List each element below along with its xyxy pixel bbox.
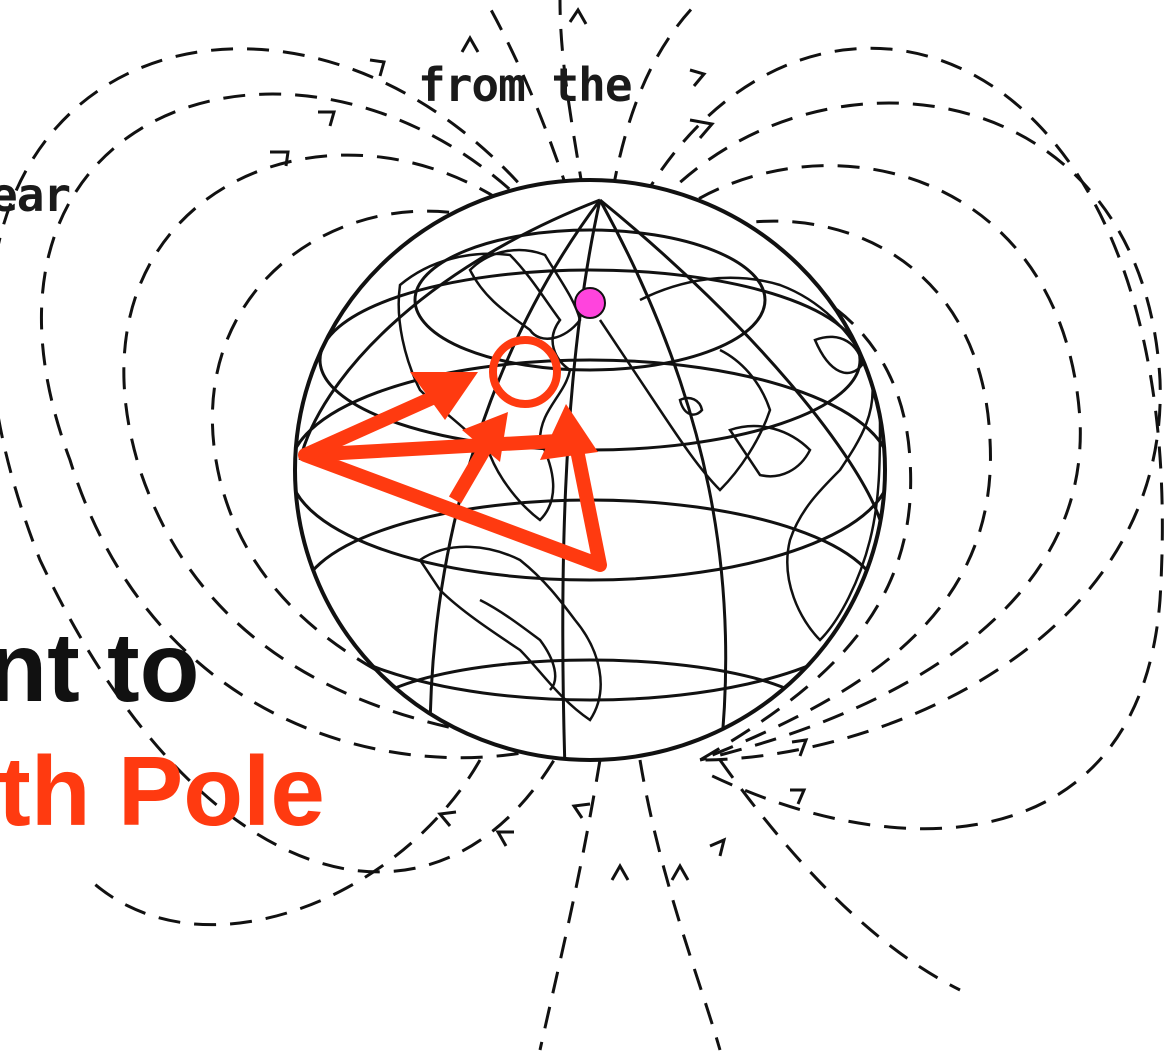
field-line <box>718 759 961 992</box>
field-arrowhead <box>790 788 807 805</box>
field-arrowhead <box>495 830 514 847</box>
continent-outline <box>598 319 772 492</box>
field-arrowhead <box>437 810 457 827</box>
field-line <box>598 164 1082 762</box>
field-arrowhead <box>270 150 290 167</box>
field-arrowhead <box>791 738 809 757</box>
field-line <box>538 759 602 1051</box>
field-line <box>483 0 602 301</box>
continent-outline <box>813 335 864 375</box>
continent-outline <box>639 276 882 642</box>
field-line <box>638 759 722 1051</box>
longitude-line <box>598 199 728 760</box>
caption-line-3: int to <box>0 612 200 722</box>
field-arrowheads <box>270 7 809 881</box>
field-line <box>598 101 1162 762</box>
field-arrowhead <box>369 58 386 77</box>
continent-outline <box>468 248 582 340</box>
field-arrowhead <box>318 110 336 127</box>
caption-line-4: rth Pole <box>0 736 325 846</box>
earth-globe-icon <box>293 178 887 762</box>
continent-outline <box>728 424 812 478</box>
field-arrowhead <box>568 7 588 25</box>
arrow-middle-head <box>462 412 508 462</box>
longitude-line <box>298 198 601 461</box>
field-line <box>88 759 482 927</box>
latitude-line <box>295 358 885 582</box>
caption-line-1: from the <box>418 58 633 112</box>
field-arrowhead <box>689 68 707 87</box>
field-line <box>122 153 602 747</box>
field-line <box>0 47 602 874</box>
arrow-triangle-outline <box>298 433 607 572</box>
field-arrowhead <box>689 118 715 139</box>
arrow-middle-shaft <box>448 436 497 504</box>
field-arrowhead <box>709 837 727 857</box>
field-arrowhead <box>670 862 690 881</box>
field-arrowhead <box>460 34 480 53</box>
longitude-line <box>599 198 882 521</box>
caption-line-2: ear <box>0 168 71 222</box>
continent-outline <box>678 396 704 416</box>
compass-arrows <box>298 372 607 572</box>
magnetic-pole-marker <box>574 287 606 319</box>
latitude-line <box>413 228 767 372</box>
target-circle-icon <box>489 336 561 408</box>
arrow-right-head <box>540 404 598 460</box>
arrow-left-shaft <box>302 383 453 462</box>
continent-outline <box>479 598 557 691</box>
continent-outline <box>418 545 602 722</box>
field-arrowhead <box>610 862 630 881</box>
field-arrowhead <box>571 802 591 819</box>
arrow-left-head <box>410 372 478 420</box>
